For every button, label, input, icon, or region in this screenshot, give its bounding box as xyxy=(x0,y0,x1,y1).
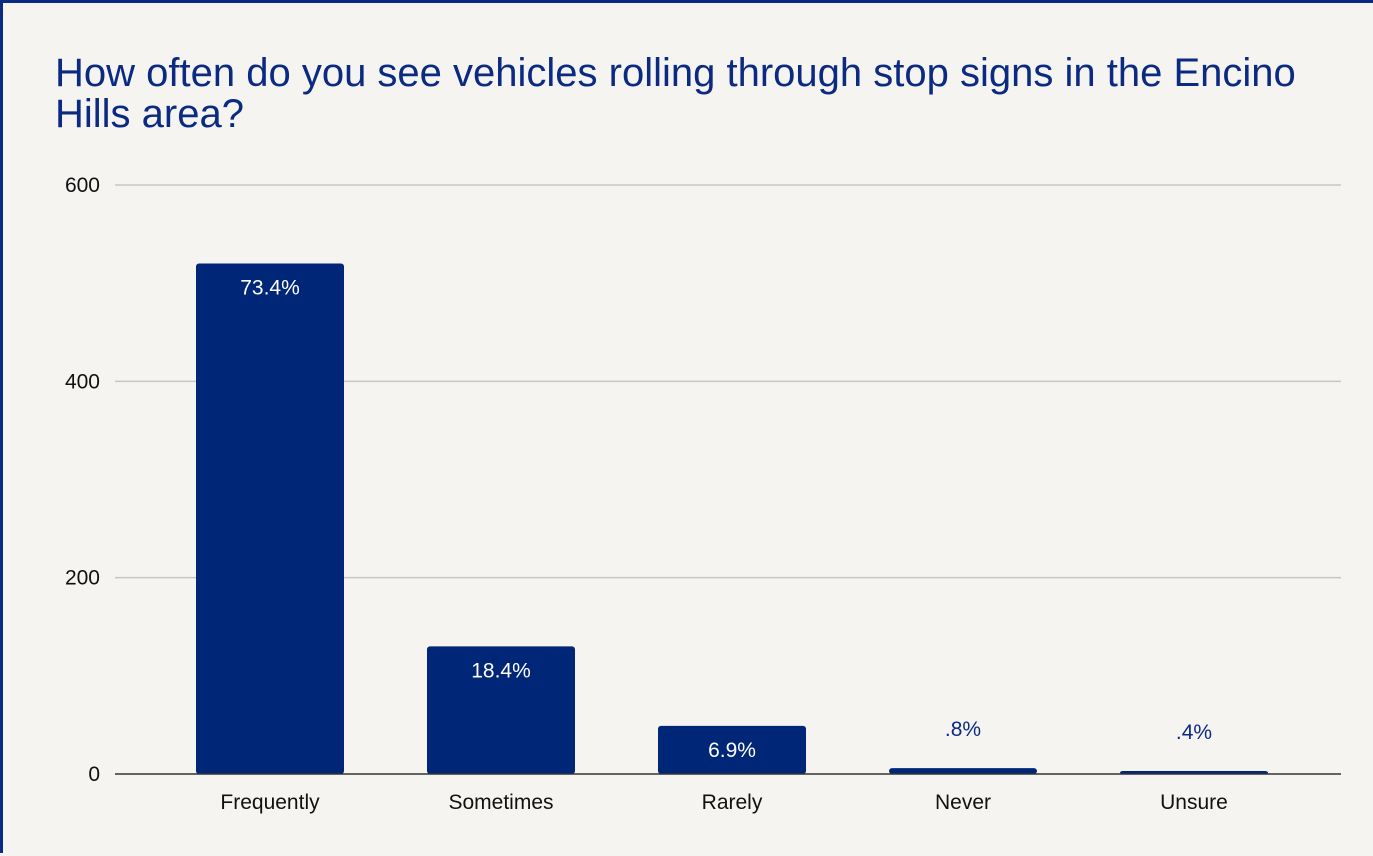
y-tick-label: 200 xyxy=(65,567,100,590)
bar-chart: 0 200 400 600 73.4% 18.4% 6.9% .8% .4% Frequent… xyxy=(65,174,1341,814)
data-label-sometimes: 18.4% xyxy=(471,659,531,682)
y-tick-label: 600 xyxy=(65,174,100,197)
y-tick-label: 400 xyxy=(65,370,100,393)
y-tick-label: 0 xyxy=(88,763,100,786)
y-axis-ticks: 0 200 400 600 xyxy=(65,174,100,786)
bars xyxy=(196,263,1268,774)
bar-rarely xyxy=(658,725,806,774)
data-label-rarely: 6.9% xyxy=(708,739,756,762)
data-label-never: .8% xyxy=(945,718,981,741)
chart-title: How often do you see vehicles rolling th… xyxy=(55,51,1296,136)
x-tick-label: Frequently xyxy=(220,791,320,814)
x-tick-label: Rarely xyxy=(702,791,763,814)
x-axis-labels: Frequently Sometimes Rarely Never Unsure xyxy=(220,791,1227,814)
x-tick-label: Never xyxy=(935,791,991,814)
data-label-unsure: .4% xyxy=(1176,721,1212,744)
bar-frequently xyxy=(196,263,344,774)
data-label-frequently: 73.4% xyxy=(240,277,300,300)
bar-sometimes xyxy=(427,646,575,774)
bar-never xyxy=(889,768,1037,774)
data-labels: 73.4% 18.4% 6.9% .8% .4% xyxy=(240,277,1212,762)
x-tick-label: Sometimes xyxy=(448,791,553,814)
x-tick-label: Unsure xyxy=(1160,791,1228,814)
